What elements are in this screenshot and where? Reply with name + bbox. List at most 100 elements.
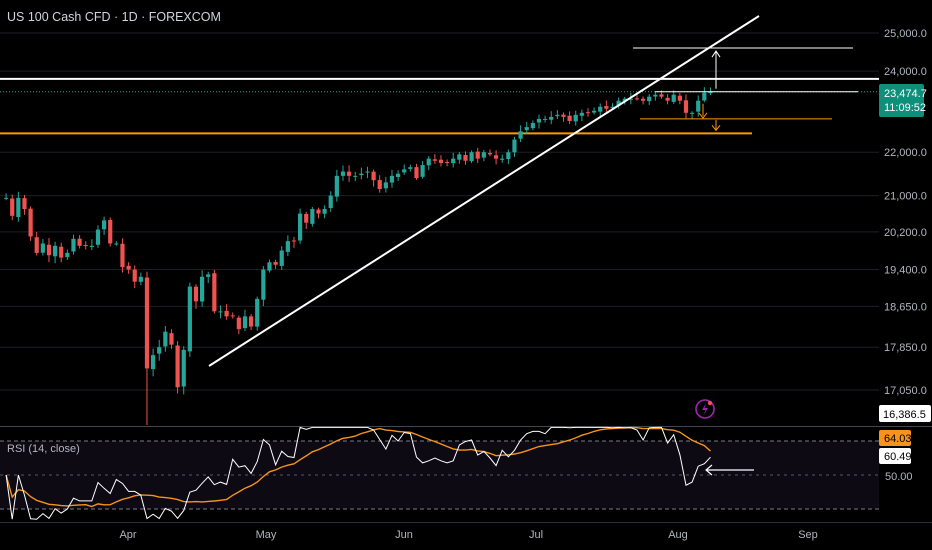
time-axis[interactable]: Apr May Jun Jul Aug Sep (119, 529, 817, 541)
candle-body (420, 165, 425, 177)
candle-body (59, 246, 64, 258)
candle-body (34, 237, 39, 253)
candle-body (65, 252, 70, 258)
candle-body (567, 115, 572, 121)
candle-body (304, 213, 309, 223)
price-tick-label: 17,050.0 (884, 385, 927, 397)
candle-body (218, 311, 223, 313)
price-tick-label: 19,400.0 (884, 265, 927, 277)
candle-body (457, 154, 462, 160)
rsi-ma-line (5, 426, 711, 508)
rsi-arrow-annotation[interactable] (705, 464, 754, 476)
countdown-label: 11:09:52 (884, 102, 926, 114)
candle-body (46, 244, 52, 256)
candle-body (89, 245, 94, 248)
candle-body (298, 213, 303, 241)
price-axis[interactable]: 25,000.0 24,000.0 22,000.0 21,000.0 20,200.0… (884, 28, 927, 397)
candle-body (102, 220, 107, 230)
time-tick-label: Sep (798, 529, 818, 541)
candle-body (383, 182, 388, 189)
candle-body (365, 171, 370, 173)
candle-body (236, 317, 241, 330)
low-marker-label: 16,386.5 (883, 409, 926, 421)
last-price-label: 23,474.7 (884, 88, 927, 100)
drawings-front[interactable] (208, 15, 858, 367)
candle-body (316, 209, 321, 214)
candle-body (22, 198, 27, 210)
candle-body (347, 171, 352, 176)
candle-body (585, 112, 591, 114)
last-price-badge: 23,474.7 11:09:52 (879, 84, 927, 117)
rsi-current-value: 60.49 (884, 451, 912, 463)
candle-body (138, 276, 143, 282)
candle-body (671, 94, 676, 102)
candle-body (518, 131, 523, 139)
candle-body (659, 94, 664, 97)
candle-body (291, 240, 297, 242)
candle-body (95, 229, 101, 245)
candle-body (402, 169, 407, 173)
candle-body (224, 310, 229, 317)
candle-body (151, 355, 156, 370)
candle-body (230, 315, 235, 317)
candle-body (463, 154, 468, 161)
rsi-value-badge: 60.49 (879, 448, 912, 464)
candle-body (396, 173, 401, 178)
candle-body (445, 162, 450, 164)
candle-body (193, 286, 199, 302)
candle-body (616, 100, 621, 106)
candle-body (144, 277, 150, 369)
candle-body (77, 238, 82, 246)
candle-body (249, 316, 254, 327)
candle-body (634, 98, 640, 100)
candle-body (414, 167, 419, 179)
candle-body (598, 106, 603, 112)
candle-body (549, 116, 554, 120)
candle-body (71, 238, 76, 252)
price-tick-label: 21,000.0 (884, 191, 927, 203)
time-tick-label: May (256, 529, 277, 541)
rsi-label: RSI (14, close) (7, 443, 80, 455)
candle-body (665, 97, 670, 101)
candle-body (641, 98, 646, 101)
rsi-ma-badge: 64.03 (879, 430, 912, 446)
candle-body (255, 298, 260, 327)
candle-body (28, 208, 33, 237)
candle-body (653, 94, 658, 97)
candle-body (702, 92, 707, 101)
candle-body (328, 195, 333, 208)
candle-body (500, 158, 505, 160)
candle-body (120, 243, 125, 268)
candle-body (530, 123, 535, 129)
candle-body (592, 110, 597, 113)
candle-body (389, 175, 395, 183)
candle-body (285, 241, 290, 252)
candle-body (4, 197, 9, 199)
candle-body (579, 112, 584, 116)
candle-body (543, 118, 548, 120)
candle-body (408, 167, 413, 169)
candle-body (353, 175, 358, 177)
candle-body (604, 106, 609, 109)
candle-body (163, 331, 168, 347)
low-marker-badge: 16,386.5 (879, 405, 931, 422)
price-tick-label: 22,000.0 (884, 147, 927, 159)
candle-body (524, 127, 529, 131)
rsi-line (5, 426, 711, 520)
trend-line[interactable] (208, 15, 760, 367)
rsi-band (0, 441, 879, 509)
candle-body (708, 91, 713, 94)
candle-body (487, 152, 493, 155)
candle-body (322, 209, 327, 214)
lightning-icon[interactable] (695, 399, 715, 419)
candle-body (426, 158, 431, 166)
candle-body (494, 155, 499, 159)
candle-body (242, 316, 248, 329)
candle-body (683, 100, 689, 113)
candle-body (573, 114, 578, 122)
candle-body (610, 106, 615, 108)
candle-body (696, 100, 701, 112)
candle-body (475, 151, 480, 159)
candle-body (126, 265, 131, 270)
